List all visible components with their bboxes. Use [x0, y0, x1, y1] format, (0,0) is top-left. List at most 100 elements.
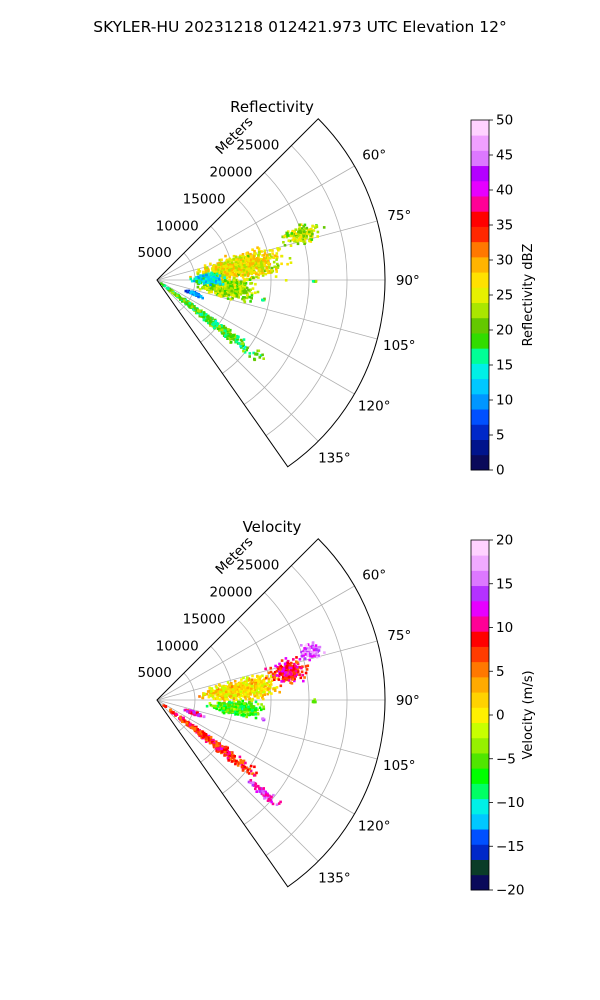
echo-cell [285, 674, 288, 677]
echo-cell [239, 697, 243, 701]
echo-cell [295, 665, 299, 669]
echo-cell [308, 650, 312, 654]
echo-cell [234, 281, 237, 284]
echo-cell [290, 682, 294, 685]
echo-cell [221, 283, 225, 286]
echo-cell [175, 294, 179, 298]
echo-cell [199, 295, 203, 298]
echo-cell [232, 280, 236, 284]
echo-cell [275, 686, 279, 689]
echo-cell [314, 226, 317, 229]
echo-cell [213, 284, 217, 288]
echo-cell [283, 244, 287, 247]
echo-cell [298, 234, 302, 237]
echo-cell [218, 274, 222, 277]
echo-cell [199, 714, 203, 718]
echo-cell [249, 288, 252, 292]
echo-cell [208, 689, 212, 693]
echo-cell [252, 257, 255, 260]
colorbar-segment [471, 317, 489, 334]
angular-gridline [156, 165, 355, 281]
echo-cell [225, 276, 229, 280]
colorbar-tick-label: −5 [496, 751, 516, 767]
echo-cell [290, 234, 293, 237]
echo-cell [278, 247, 281, 251]
echo-cell [299, 223, 303, 226]
echo-cell [224, 326, 227, 330]
echo-cell [205, 271, 208, 274]
radial-tick-label: 15000 [183, 191, 226, 207]
echo-cell [223, 750, 226, 753]
echo-cell [270, 269, 273, 272]
echo-cell [284, 669, 288, 673]
echo-cell [195, 277, 198, 280]
echo-cell [230, 751, 233, 755]
echo-cell [250, 713, 254, 716]
echo-cell [266, 799, 270, 802]
angular-gridline [156, 640, 378, 701]
echo-cell [242, 338, 246, 341]
colorbar-segment [471, 798, 489, 815]
echo-cell [300, 650, 303, 654]
echo-cell [270, 679, 274, 682]
echo-cell [242, 261, 245, 264]
colorbar-segment [471, 150, 489, 167]
echo-cell [191, 726, 194, 730]
echo-cell [233, 279, 236, 282]
echo-cell [207, 291, 211, 294]
echo-cell [239, 690, 243, 694]
echo-cell [249, 282, 252, 285]
echo-cell [265, 266, 268, 270]
echo-cell [245, 705, 249, 708]
echo-cell [251, 706, 254, 709]
echo-cell [267, 797, 271, 801]
echo-cell [299, 229, 302, 233]
echo-cell [275, 803, 279, 806]
echo-cell [172, 711, 175, 715]
echo-cell [220, 258, 223, 262]
echo-cell [285, 676, 288, 680]
echo-cell [208, 741, 212, 744]
echo-cell [283, 676, 287, 680]
echo-cell [223, 334, 227, 337]
echo-cell [230, 291, 234, 294]
colorbar-segment [471, 616, 489, 632]
echo-cell [216, 327, 220, 331]
echo-cell [251, 260, 255, 264]
echo-cell [224, 695, 227, 698]
echo-cell [301, 665, 304, 668]
echo-cell [193, 307, 197, 310]
echo-cell [272, 256, 275, 259]
echo-cell [209, 262, 212, 266]
echo-cell [233, 707, 236, 711]
colorbar-tick-label: 20 [496, 533, 513, 549]
echo-cell [284, 279, 288, 282]
echo-cell [237, 267, 241, 271]
echo-cell [226, 260, 230, 264]
echo-cell [291, 229, 295, 233]
echo-cell [228, 700, 231, 704]
echo-cell [231, 294, 235, 297]
echo-cell [294, 668, 298, 671]
echo-cell [200, 274, 204, 277]
echo-cell [248, 698, 251, 701]
echo-cell [291, 678, 295, 681]
echo-cell [227, 334, 230, 338]
echo-cell [162, 704, 165, 707]
echo-cell [264, 667, 267, 671]
angle-tick-label: 60° [362, 568, 386, 584]
echo-cell [231, 297, 234, 300]
echo-region [311, 279, 318, 283]
radial-gridline [243, 172, 310, 405]
colorbar-segment [471, 676, 489, 693]
echo-cell [277, 678, 281, 681]
echo-cell [260, 271, 264, 275]
echo-cell [212, 326, 216, 330]
colorbar-segment [471, 692, 489, 708]
colorbar-segment [471, 874, 489, 891]
colorbar-segment [471, 256, 489, 273]
echo-cell [300, 654, 304, 658]
echo-cell [223, 284, 227, 288]
colorbar: −20 −15 −10 −5 0 5 10 15 20 Velocity (m/s) [470, 533, 536, 899]
echo-cell [260, 691, 264, 694]
